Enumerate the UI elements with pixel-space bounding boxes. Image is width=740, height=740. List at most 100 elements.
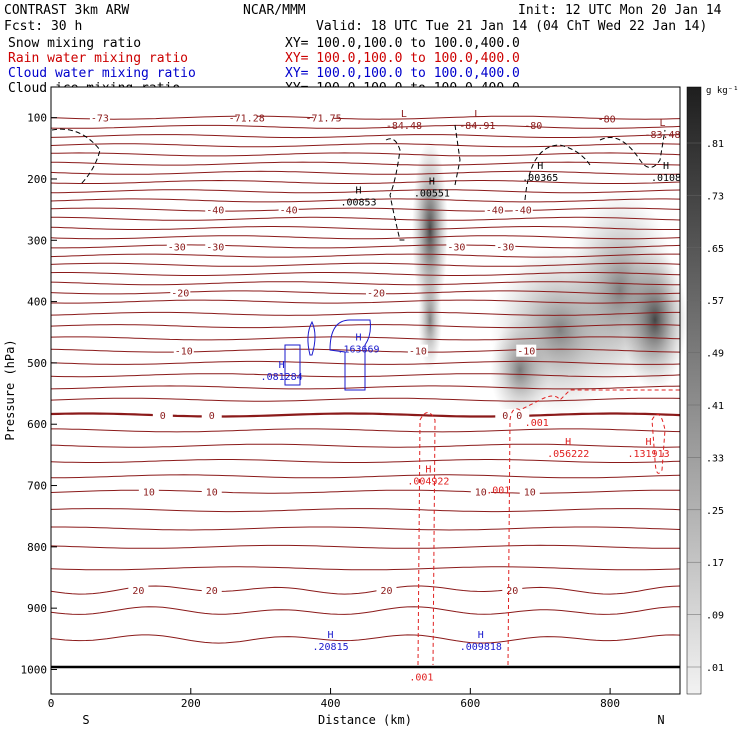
extremum-marker: L (660, 118, 666, 129)
temperature-isoline (50, 281, 680, 286)
ice-outline-2 (454, 124, 461, 186)
extremum-marker: H (355, 185, 361, 196)
xy-rain: XY= 100.0,100.0 to 100.0,400.0 (285, 51, 520, 66)
extremum-value: .001 (525, 418, 549, 429)
contour-label: -10 (175, 347, 193, 358)
colorbar-level: .41 (706, 401, 724, 412)
label-mask (519, 485, 540, 498)
temperature-isoline (50, 198, 681, 203)
contour-label: -71.75 (306, 114, 342, 125)
extremum-marker: H (355, 333, 361, 344)
label-mask (128, 583, 149, 596)
label-mask (205, 240, 226, 253)
contour-label: 20 (506, 586, 518, 597)
extremum-value: -84.91 (459, 121, 495, 132)
extremum-value: .131913 (627, 449, 669, 460)
temperature-isoline (50, 207, 681, 212)
colorbar-level: .25 (706, 506, 724, 517)
label-mask (407, 344, 428, 357)
label-mask (201, 583, 222, 596)
label-mask (502, 583, 523, 596)
temperature-isoline (50, 124, 681, 129)
contour-label: -40 (486, 206, 504, 217)
label-mask (365, 286, 386, 299)
contour-label: -30 (447, 242, 465, 253)
extremum-value: .001 (409, 673, 433, 684)
org-title: NCAR/MMM (243, 3, 306, 18)
temperature-isoline (50, 544, 680, 549)
label-mask (201, 409, 222, 422)
y-tick-label: 800 (27, 541, 47, 554)
temperature-isoline (50, 161, 681, 166)
label-mask (446, 240, 467, 253)
label-mask (166, 240, 187, 253)
temperature-isoline (51, 526, 681, 531)
extremum-marker: L (474, 109, 480, 120)
colorbar-level: .81 (706, 139, 724, 150)
contour-label: -30 (168, 242, 186, 253)
extremum-value: -84.48 (386, 121, 422, 132)
temperature-isoline (50, 179, 681, 184)
colorbar-labels: .81 .73 .65 .57 .49 .41 .33 .25 .17 .09 .01 (687, 139, 724, 674)
label-mask (509, 409, 530, 422)
extremum-value: .056222 (547, 449, 589, 460)
x-tick-label: 400 (321, 697, 341, 710)
extrema-labels: L-84.48L-84.91 -80-80 L-83.48H.00853H.0055… (261, 109, 682, 684)
label-mask (495, 240, 516, 253)
ice-outline-3 (524, 144, 591, 201)
y-tick-label: 700 (27, 480, 47, 493)
axes: 0 200 400 600 800100200300400500600700800900… (21, 112, 621, 710)
contour-label: 0 (502, 411, 508, 422)
y-tick-label: 1000 (21, 663, 48, 676)
contour-label: -40 (206, 206, 224, 217)
contour-label: -30 (206, 242, 224, 253)
label-mask (201, 485, 222, 498)
y-tick-label: 900 (27, 602, 47, 615)
temperature-isoline (50, 397, 681, 402)
label-mask (470, 485, 491, 498)
snow-core-5 (490, 320, 550, 420)
contour-label: -20 (171, 288, 189, 299)
temperature-isoline (50, 170, 681, 175)
extremum-value: .001 (486, 486, 510, 497)
extremum-value: .00365 (522, 173, 558, 184)
extremum-value: .004922 (407, 476, 449, 487)
extremum-marker: H (429, 176, 435, 187)
extremum-marker: H (663, 161, 669, 172)
temperature-isoline (50, 272, 681, 276)
temperature-isoline (50, 585, 681, 595)
colorbar-level: .01 (706, 663, 724, 674)
x-tick-label: 800 (600, 697, 620, 710)
extremum-marker: H (537, 161, 543, 172)
extremum-value: -80 (598, 115, 616, 126)
extremum-value: .00853 (340, 197, 376, 208)
y-tick-label: 400 (27, 296, 47, 309)
contour-label: 0 (516, 411, 522, 422)
extremum-marker: H (425, 464, 431, 475)
temperature-isoline (51, 189, 681, 194)
label-mask (236, 111, 257, 124)
extremum-value: -80 (524, 121, 542, 132)
extremum-value: .163669 (337, 345, 379, 356)
contour-label: 20 (206, 586, 218, 597)
colorbar-level: .73 (706, 191, 724, 202)
extremum-value: .20815 (312, 642, 348, 653)
model-title: CONTRAST 3km ARW (4, 3, 129, 18)
y-axis-title: Pressure (hPa) (3, 339, 17, 440)
snow-core-4 (623, 250, 687, 390)
label-mask (170, 286, 191, 299)
rain-outline-3 (651, 413, 666, 474)
x-tick-label: 600 (460, 697, 480, 710)
extremum-marker: H (565, 437, 571, 448)
x-tick-label: 0 (48, 697, 55, 710)
label-mask (152, 409, 173, 422)
valid-time: Valid: 18 UTC Tue 21 Jan 14 (04 ChT Wed … (316, 19, 707, 34)
colorbar-level: .33 (706, 453, 724, 464)
contour-label: 10 (524, 488, 536, 499)
extremum-marker: H (279, 360, 285, 371)
temperature-isoline (50, 262, 681, 267)
label-mask (484, 203, 505, 216)
xy-cloud-water: XY= 100.0,100.0 to 100.0,400.0 (285, 66, 520, 81)
temperature-isoline (51, 299, 681, 304)
